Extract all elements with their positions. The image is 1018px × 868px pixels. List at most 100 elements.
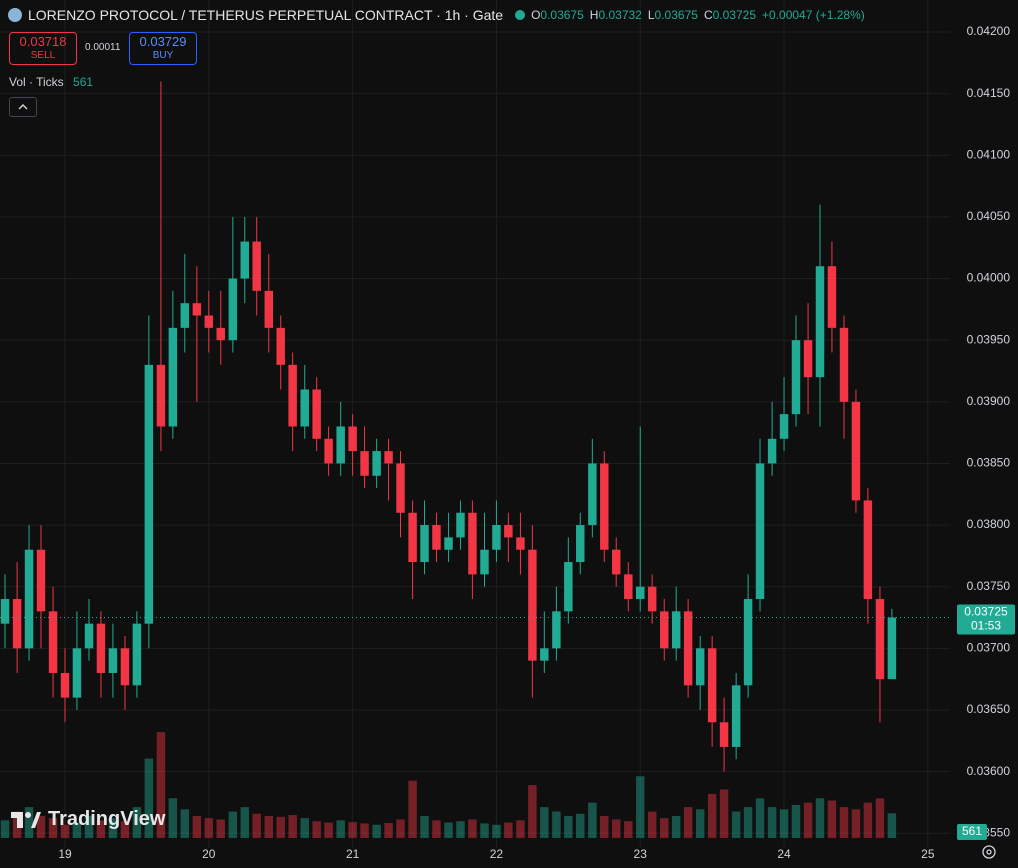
candle-body — [779, 414, 789, 439]
volume-bar — [600, 815, 609, 838]
candle-body — [108, 648, 118, 673]
x-tick-label: 20 — [202, 847, 216, 861]
y-tick-label: 0.03950 — [967, 332, 1011, 346]
candle-body — [408, 512, 417, 563]
volume-pane — [0, 732, 897, 838]
y-tick-label: 0.03750 — [967, 579, 1011, 593]
candles — [0, 81, 897, 772]
volume-bar — [875, 798, 885, 838]
volume-bar — [755, 798, 765, 838]
countdown-label: 01:53 — [971, 619, 1001, 633]
volume-bar — [791, 804, 801, 838]
volume-bar — [240, 807, 249, 838]
volume-bar — [887, 813, 897, 838]
volume-bar — [168, 798, 178, 838]
volume-bar — [300, 818, 309, 838]
volume-bar — [636, 776, 645, 838]
settings-button[interactable] — [980, 843, 998, 861]
candle-body — [516, 537, 525, 550]
volume-bar — [683, 807, 693, 838]
candle-body — [252, 241, 261, 291]
ohlc-value: 0.03675 — [654, 8, 698, 22]
candle-body — [695, 648, 705, 686]
sell-label: SELL — [30, 50, 56, 61]
candle-body — [468, 512, 477, 575]
volume-bar — [336, 820, 345, 838]
candle-body — [36, 549, 46, 612]
y-tick-label: 0.03600 — [967, 764, 1011, 778]
volume-bar — [516, 820, 525, 838]
volume-bar — [839, 807, 849, 838]
volume-bar — [144, 758, 154, 838]
volume-bar — [743, 807, 753, 838]
candle-body — [24, 549, 34, 649]
volume-bar — [528, 785, 537, 838]
volume-bar — [611, 819, 621, 838]
settings-icon — [982, 845, 996, 859]
candle-body — [372, 451, 381, 476]
candle-body — [660, 611, 669, 649]
volume-bar — [504, 822, 513, 838]
volume-bar — [384, 823, 393, 838]
ohlc-values: O0.03675 H0.03732 L0.03675 C0.03725 — [531, 8, 756, 22]
x-tick-label: 21 — [346, 847, 360, 861]
candle-body — [12, 599, 22, 649]
candle-body — [743, 599, 753, 686]
candle-body — [875, 599, 885, 680]
last-price-box — [957, 604, 1015, 635]
volume-bar — [444, 822, 453, 838]
x-tick-label: 25 — [921, 847, 935, 861]
volume-bar — [396, 819, 405, 838]
candle-body — [719, 722, 729, 747]
candle-body — [647, 586, 657, 612]
candle-body — [815, 266, 825, 378]
volume-bar — [216, 819, 225, 838]
candle-body — [72, 648, 82, 698]
status-dot — [515, 10, 526, 20]
candle-body — [564, 562, 573, 612]
volume-bar — [647, 811, 657, 838]
candle-body — [576, 525, 585, 563]
price-axis — [950, 0, 1018, 868]
candle-body — [312, 389, 321, 439]
sell-button[interactable]: 0.03718 SELL — [9, 32, 77, 65]
candle-body — [851, 401, 861, 501]
volume-bar — [492, 824, 501, 838]
candle-body — [96, 623, 106, 673]
candle-body — [60, 672, 70, 698]
buy-button[interactable]: 0.03729 BUY — [129, 32, 197, 65]
candle-body — [707, 648, 717, 723]
symbol-title[interactable]: LORENZO PROTOCOL / TETHERUS PERPETUAL CO… — [28, 7, 504, 23]
volume-bar — [420, 815, 429, 838]
candle-body — [384, 451, 393, 464]
candle-body — [156, 364, 166, 427]
legend-row: LORENZO PROTOCOL / TETHERUS PERPETUAL CO… — [8, 7, 865, 23]
volume-bar — [132, 807, 142, 838]
volume-bar — [156, 732, 166, 838]
candle-body — [600, 463, 609, 550]
candle-body — [168, 327, 178, 427]
volume-bar — [120, 821, 130, 838]
volume-bar — [803, 802, 813, 838]
volume-bar — [348, 822, 357, 838]
symbol-logo — [8, 8, 22, 22]
candle-body — [300, 389, 309, 427]
y-tick-label: 0.04050 — [967, 209, 1011, 223]
y-tick-label: 0.03650 — [967, 702, 1011, 716]
candle-body — [396, 463, 405, 513]
watermark-logo — [11, 811, 41, 828]
volume-bar — [779, 809, 789, 838]
collapse-button[interactable] — [9, 97, 37, 117]
candle-body — [624, 574, 633, 600]
candle-body — [192, 303, 202, 316]
candle-body — [456, 512, 465, 538]
candle-body — [324, 438, 333, 464]
change: +0.00047 (+1.28%) — [762, 8, 865, 22]
volume-bar — [96, 820, 106, 838]
volume-bar — [288, 815, 297, 838]
volume-bar — [252, 813, 261, 838]
sell-price: 0.03718 — [19, 34, 67, 49]
candle-body — [216, 327, 225, 341]
volume-bar — [108, 818, 118, 838]
